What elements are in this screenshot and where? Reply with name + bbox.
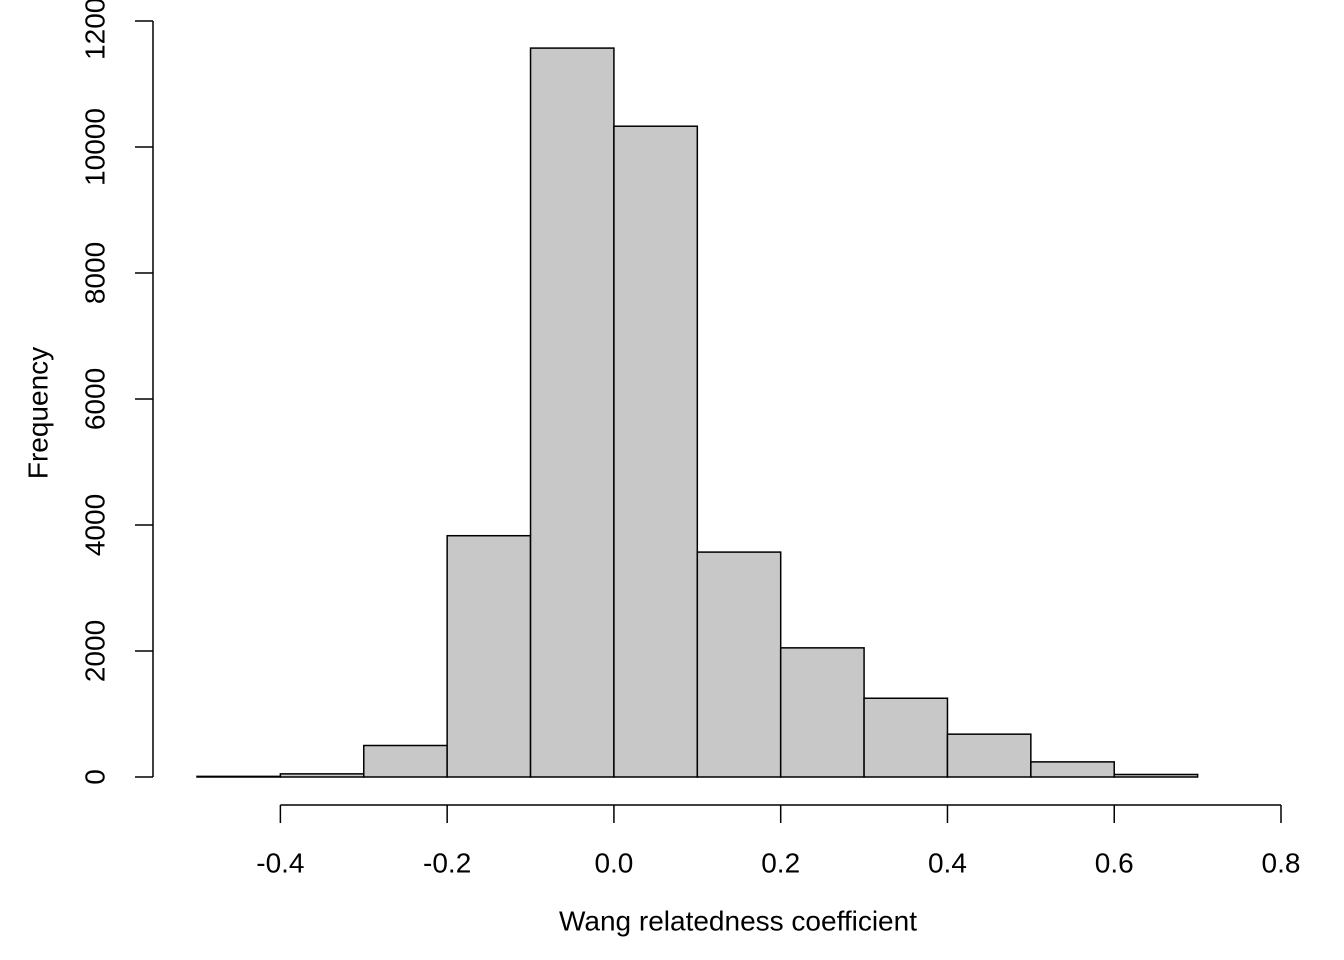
- y-tick-label: 10000: [79, 108, 110, 186]
- y-tick-label: 0: [79, 769, 110, 785]
- bar: [529, 47, 615, 778]
- y-tick-label: 12000: [79, 0, 110, 60]
- y-tick-label: 2000: [79, 620, 110, 682]
- x-tick-label: 0.0: [594, 847, 633, 878]
- x-tick-label: 0.2: [761, 847, 800, 878]
- x-tick-label: -0.2: [423, 847, 471, 878]
- bar: [779, 647, 865, 778]
- bar: [1030, 761, 1115, 778]
- y-tick-label: 4000: [79, 494, 110, 556]
- bar: [446, 534, 532, 778]
- bar: [946, 733, 1032, 778]
- y-axis-label: Frequency: [22, 347, 53, 479]
- bar: [863, 697, 949, 778]
- y-tick-label: 6000: [79, 368, 110, 430]
- bar: [363, 744, 448, 778]
- x-tick-label: -0.4: [256, 847, 304, 878]
- x-tick-label: 0.4: [928, 847, 967, 878]
- bar: [613, 125, 699, 778]
- y-tick-label: 8000: [79, 242, 110, 304]
- bar: [196, 775, 282, 778]
- x-tick-label: 0.8: [1262, 847, 1301, 878]
- x-axis-label: Wang relatedness coefficient: [559, 905, 917, 936]
- x-tick-label: 0.6: [1095, 847, 1134, 878]
- bar: [696, 551, 782, 778]
- bar: [1113, 773, 1199, 778]
- bar: [279, 773, 365, 778]
